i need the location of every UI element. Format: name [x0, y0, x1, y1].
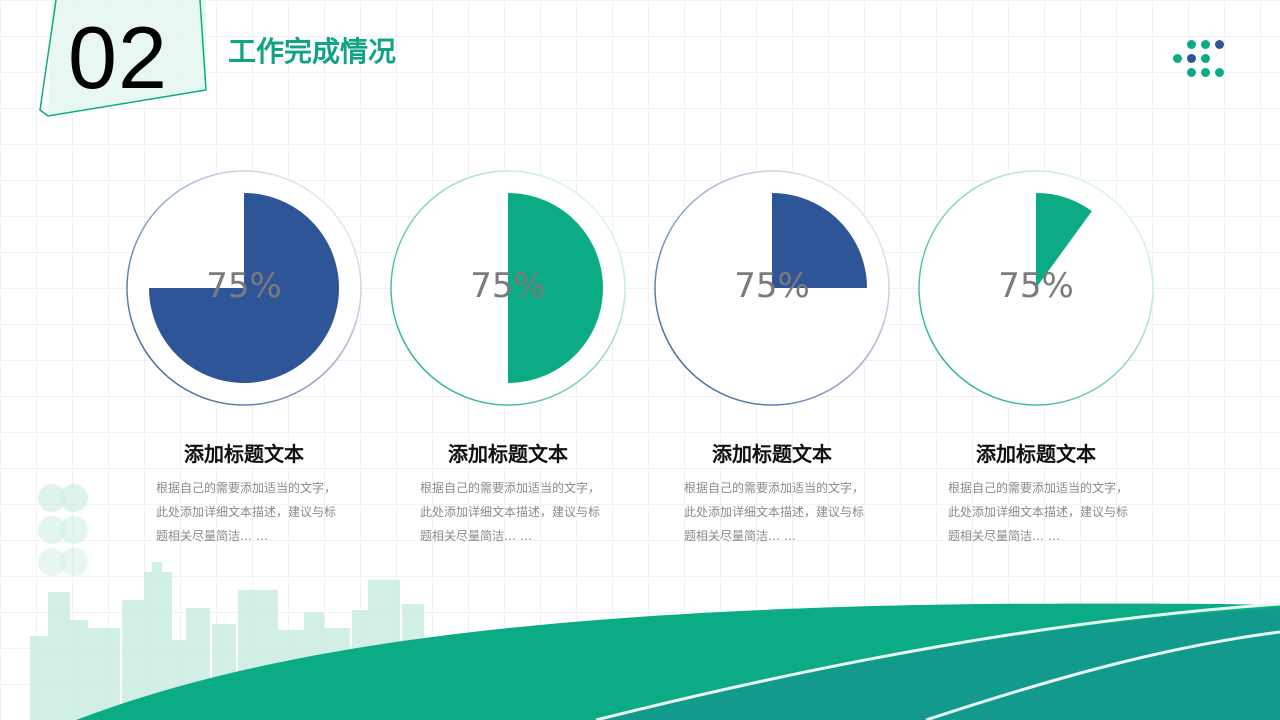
- wave-line-2: [925, 630, 1280, 720]
- page-title: 工作完成情况: [228, 35, 397, 68]
- card-description: 根据自己的需要添加适当的文字，此处添加详细文本描述，建议与标题相关尽量简洁… …: [684, 481, 865, 543]
- dot-cluster-icon: [1168, 36, 1228, 82]
- card-title: 添加标题文本: [448, 442, 568, 466]
- card-description: 根据自己的需要添加适当的文字，此处添加详细文本描述，建议与标题相关尽量简洁… …: [420, 481, 601, 543]
- leaf-pattern: [38, 484, 88, 576]
- pie-chart-3: [654, 170, 890, 406]
- card-description: 根据自己的需要添加适当的文字，此处添加详细文本描述，建议与标题相关尽量简洁… …: [948, 481, 1129, 543]
- pie-chart-2: [390, 170, 626, 406]
- wave-line-1: [595, 602, 1280, 720]
- section-number: 02: [68, 8, 168, 107]
- pie-wedge: [149, 193, 339, 383]
- pie-wedge: [1036, 193, 1092, 288]
- pie-chart-4: [918, 170, 1154, 406]
- pie-wedge: [508, 193, 603, 383]
- number-frame-outline: [39, 0, 207, 117]
- bottom-wave-teal: [600, 608, 1280, 720]
- card-description: 根据自己的需要添加适当的文字，此处添加详细文本描述，建议与标题相关尽量简洁… …: [156, 481, 337, 543]
- card-title: 添加标题文本: [184, 442, 304, 466]
- card-title: 添加标题文本: [712, 442, 832, 466]
- pie-wedge: [772, 193, 867, 288]
- pie-chart-1: [126, 170, 362, 406]
- number-frame-fill: [48, 0, 206, 116]
- card-title: 添加标题文本: [976, 442, 1096, 466]
